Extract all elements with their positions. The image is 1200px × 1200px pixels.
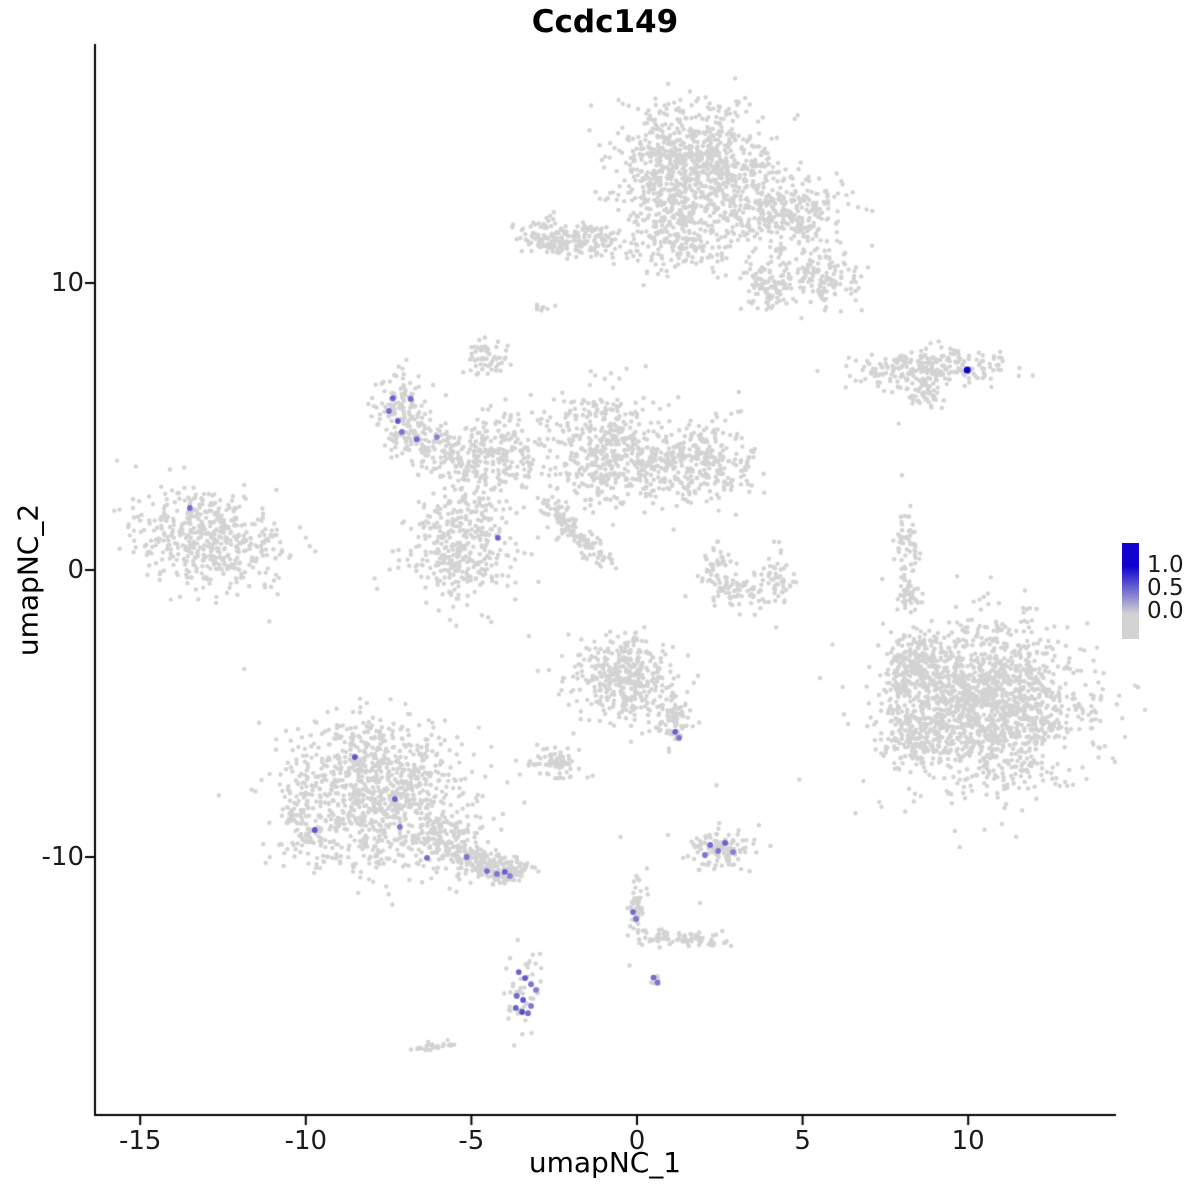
legend-tick-label: 0.5 bbox=[1147, 575, 1184, 601]
plot-title: Ccdc149 bbox=[531, 4, 679, 40]
x-tick-label: -5 bbox=[458, 1126, 485, 1156]
x-tick-label: -15 bbox=[118, 1126, 162, 1156]
legend-tick-label: 0.0 bbox=[1147, 598, 1184, 624]
legend-tick-label: 1.0 bbox=[1147, 552, 1184, 578]
y-tick-label: 0 bbox=[67, 555, 84, 585]
y-tick-label: -10 bbox=[41, 842, 84, 872]
x-tick-label: 5 bbox=[794, 1126, 811, 1156]
y-tick-label: 10 bbox=[50, 268, 84, 298]
legend-labels: 1.0 0.5 0.0 bbox=[1147, 554, 1184, 623]
x-tick-label: 0 bbox=[628, 1126, 646, 1156]
x-axis-label: umapNC_1 bbox=[528, 1146, 682, 1179]
x-tick-label: -10 bbox=[284, 1126, 328, 1156]
x-tick-label: 10 bbox=[951, 1126, 985, 1156]
legend-gradient-bar bbox=[1122, 543, 1139, 639]
